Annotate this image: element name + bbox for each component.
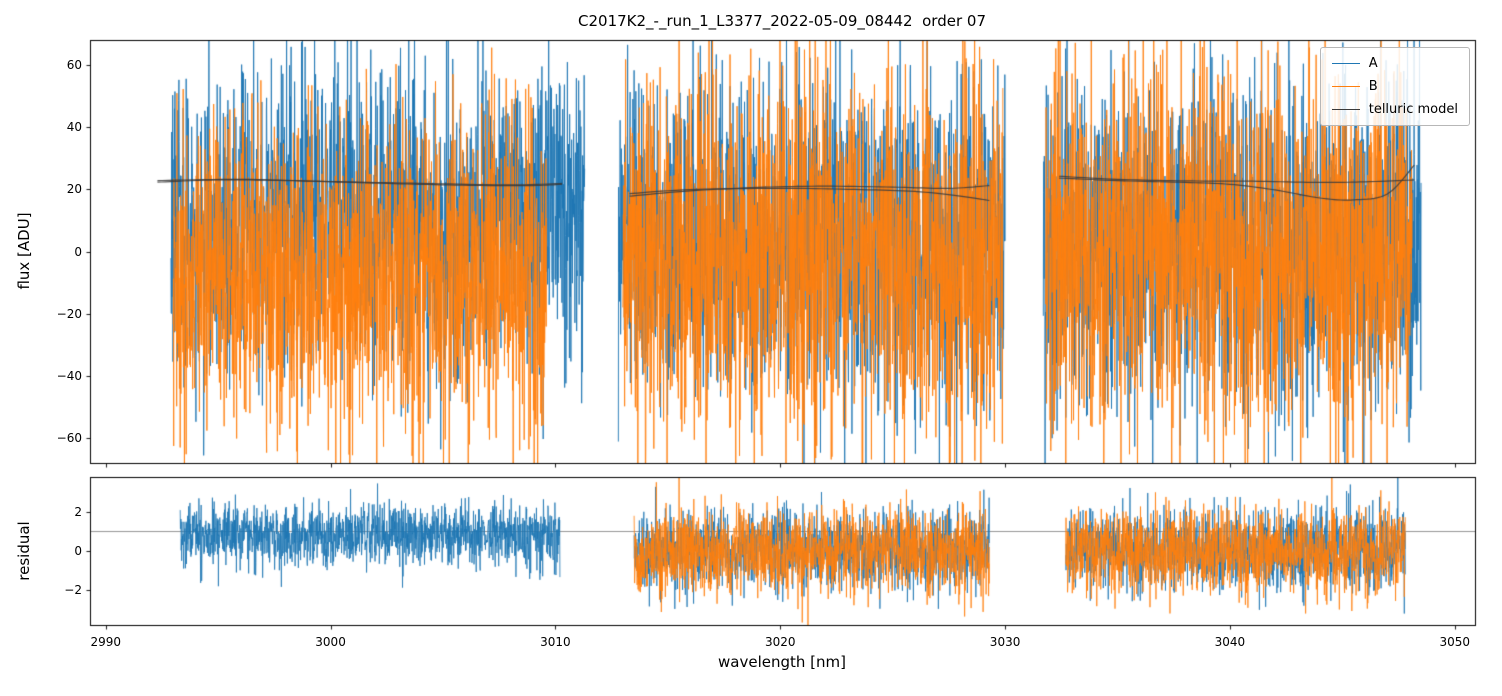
legend-line-sample-icon — [1331, 63, 1360, 64]
legend-line-sample-icon — [1331, 109, 1360, 110]
chart-title: C2017K2_-_run_1_L3377_2022-05-09_08442 o… — [578, 12, 986, 30]
x-axis-label: wavelength [nm] — [718, 653, 846, 671]
legend-label: telluric model — [1368, 102, 1458, 117]
legend-entry: A — [1331, 56, 1458, 71]
legend-entry: telluric model — [1331, 102, 1458, 117]
legend-label: A — [1368, 56, 1378, 71]
main-y-axis-label: flux [ADU] — [15, 212, 33, 290]
legend-line-sample-icon — [1331, 86, 1360, 87]
legend-entry: B — [1331, 79, 1458, 94]
residual-y-axis-label: residual — [15, 521, 33, 581]
legend-label: B — [1368, 79, 1378, 94]
